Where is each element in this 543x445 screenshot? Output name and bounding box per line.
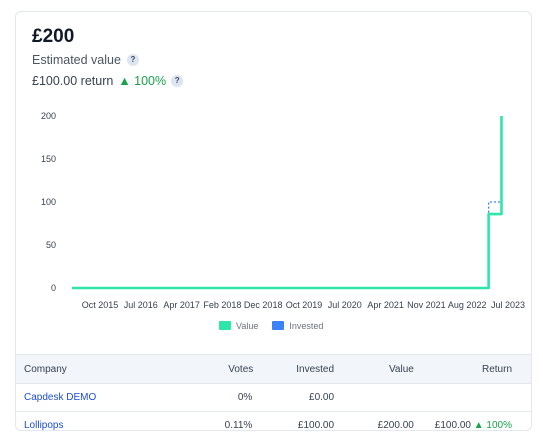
votes-cell: 0.11% [146,411,254,430]
help-icon[interactable]: ? [171,75,184,87]
return-cell: £100.00 ▲ 100% [414,411,531,430]
estimated-value-label: Estimated value [32,53,121,67]
estimated-total: £200 [32,26,75,47]
y-tick-label: 150 [41,154,56,164]
return-amount: £100.00 return [32,74,114,88]
value-cell: £200.00 [335,411,415,430]
return-cell [414,383,531,412]
company-cell: Capdesk DEMO [16,383,147,412]
x-tick-label: Nov 2021 [407,300,446,310]
column-header-invested: Invested [253,354,336,384]
series-line-invested [72,201,502,289]
column-header-company: Company [16,354,147,384]
column-header-votes: Votes [146,354,254,384]
holdings-table: Company Votes Invested Value Return Capd… [16,354,531,431]
x-tick-label: Jul 2016 [124,300,158,310]
invested-cell: £0.00 [253,383,336,412]
x-tick-label: Jul 2023 [491,300,525,310]
estimated-value-row: Estimated value ? [32,53,139,67]
y-tick-label: 0 [51,283,56,293]
portfolio-card: £200 Estimated value ? £100.00 return ▲ … [15,11,532,431]
x-tick-label: Feb 2018 [203,300,241,310]
table-row: Capdesk DEMO 0% £0.00 [16,383,531,412]
x-tick-label: Dec 2018 [244,300,283,310]
legend-swatch-value [219,321,231,330]
votes-cell: 0% [146,383,254,412]
invested-cell: £100.00 [253,411,336,430]
series-line-value [72,116,503,290]
company-cell: Lollipops [16,411,147,431]
table-row: Lollipops 0.11% £100.00 £200.00 £100.00 … [16,411,531,431]
company-link[interactable]: Lollipops [24,420,64,431]
legend-item-value[interactable]: Value [219,321,258,331]
return-percent: ▲ 100% [118,74,167,88]
y-tick-label: 100 [41,197,56,207]
return-row: £100.00 return ▲ 100% ? [32,74,184,88]
x-tick-label: Apr 2017 [163,300,200,310]
legend-swatch-invested [272,321,285,330]
company-link[interactable]: Capdesk DEMO [24,392,97,403]
x-tick-label: Oct 2019 [286,300,323,310]
column-header-return: Return [414,354,531,384]
column-header-value: Value [335,354,415,384]
value-cell [335,383,415,412]
y-tick-label: 200 [41,111,56,121]
help-icon[interactable]: ? [126,54,139,66]
x-tick-label: Oct 2015 [82,300,119,310]
chart-legend: Value Invested [219,321,323,331]
x-tick-label: Apr 2021 [367,300,404,310]
x-tick-label: Aug 2022 [448,300,487,310]
value-chart: 0 50 100 150 200 Oct 2015 Jul 2016 Apr 2017 Feb … [41,111,525,310]
legend-item-invested[interactable]: Invested [272,321,323,331]
y-tick-label: 50 [46,240,56,250]
x-tick-label: Jul 2020 [328,300,362,310]
table-header-row: Company Votes Invested Value Return [16,354,531,384]
